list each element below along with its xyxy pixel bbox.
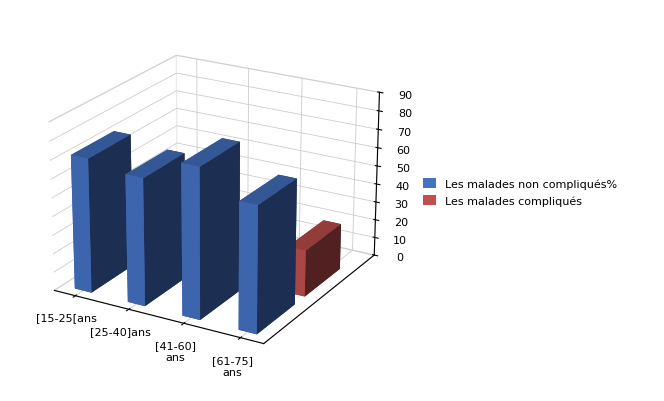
Legend: Les malades non compliqués%, Les malades compliqués: Les malades non compliqués%, Les malades… — [417, 173, 623, 212]
